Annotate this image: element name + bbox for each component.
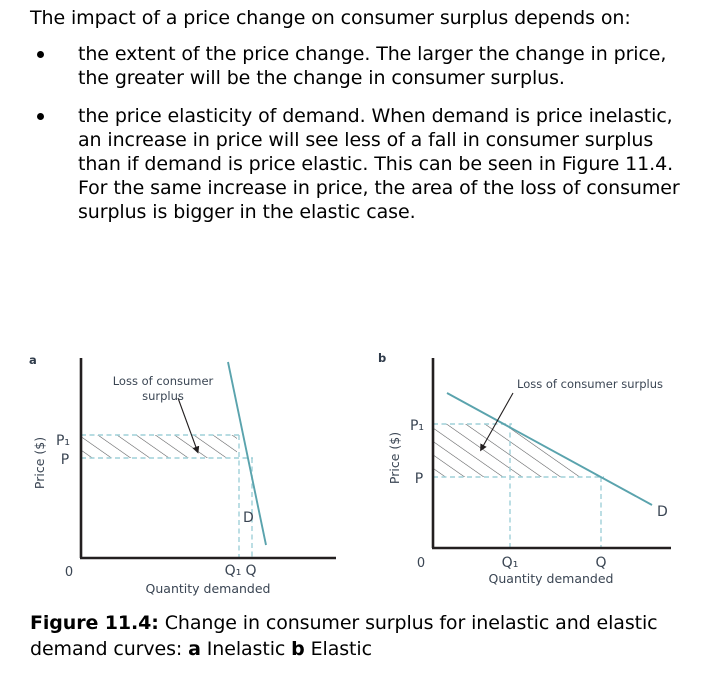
lead-paragraph: The impact of a price change on consumer… [30,7,631,29]
caption-text-2: Inelastic [200,638,292,660]
annotation-arrow-b [480,392,514,452]
figure-11-4: a Loss of consumer surplus P₁ P Price ($… [0,340,723,605]
chart-panel-a: a Loss of consumer surplus P₁ P Price ($… [29,353,336,596]
panel-label-b: b [378,351,386,365]
y-tick-p1-a: P₁ [56,433,70,449]
y-axis-label-a: Price ($) [32,437,47,489]
demand-curve-b [446,392,653,506]
x-axis-label-a: Quantity demanded [146,581,271,596]
figure-charts-svg: a Loss of consumer surplus P₁ P Price ($… [29,351,671,596]
bullet-dot-icon [37,113,44,120]
annotation-arrow-a [177,397,200,454]
caption-text-1: Change in consumer surplus for inelastic… [30,612,658,660]
annotation-label-a-line2: surplus [142,389,184,403]
demand-curve-label-a: D [243,510,254,526]
x-tick-q1-b: Q₁ [502,555,519,571]
y-axis-label-b: Price ($) [387,432,402,484]
caption-label-a: a [188,638,201,660]
bullet-dot-icon [37,51,44,58]
list-item: the extent of the price change. The larg… [30,42,690,90]
loss-of-surplus-region-b [433,424,600,477]
list-item: the price elasticity of demand. When dem… [30,104,690,224]
body-text-block: The impact of a price change on consumer… [30,6,690,238]
annotation-label-a-line1: Loss of consumer [113,374,214,388]
demand-curve-a [227,361,267,546]
loss-of-surplus-region-a [81,435,237,458]
y-tick-p-b: P [415,471,423,487]
annotation-label-b: Loss of consumer surplus [517,377,663,391]
x-tick-q1-a: Q₁ [225,563,242,579]
caption-figure-number: Figure 11.4: [30,612,159,634]
origin-label-a: 0 [65,565,73,580]
bullet-list: the extent of the price change. The larg… [30,42,690,224]
x-axis-label-b: Quantity demanded [489,571,614,586]
origin-label-b: 0 [417,556,425,571]
demand-curve-label-b: D [657,504,668,520]
chart-panel-b: b Loss of consumer surplus P₁ P Price ($… [378,351,671,586]
figure-caption: Figure 11.4: Change in consumer surplus … [30,610,700,662]
bullet-text: the extent of the price change. The larg… [78,43,667,89]
caption-label-b: b [291,638,305,660]
x-tick-q-a: Q [245,563,256,579]
x-tick-q-b: Q [595,555,606,571]
panel-label-a: a [29,353,37,367]
y-tick-p1-b: P₁ [410,418,424,434]
caption-text-3: Elastic [304,638,372,660]
bullet-text: the price elasticity of demand. When dem… [78,105,680,223]
y-tick-p-a: P [61,452,69,468]
